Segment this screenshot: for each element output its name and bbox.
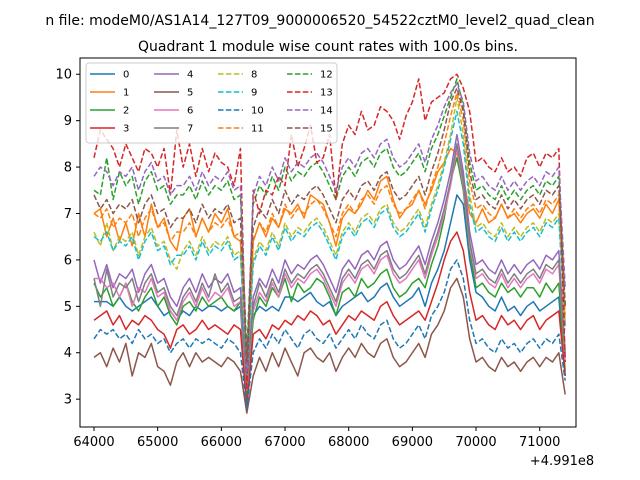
legend-label-9: 9 bbox=[251, 88, 257, 99]
chart-title: Quadrant 1 module wise count rates with … bbox=[138, 39, 518, 55]
y-tick-label: 9 bbox=[64, 114, 72, 129]
series-line-4 bbox=[93, 133, 566, 386]
x-tick-label: 69000 bbox=[392, 435, 433, 450]
x-tick-label: 64000 bbox=[73, 435, 114, 450]
x-tick-label: 65000 bbox=[137, 435, 178, 450]
legend-label-7: 7 bbox=[187, 124, 193, 135]
legend-label-11: 11 bbox=[251, 124, 264, 135]
y-axis: 3 4 5 6 7 8 9 10 bbox=[55, 68, 80, 408]
plot-frame bbox=[79, 57, 577, 428]
x-offset-label: +4.991e8 bbox=[530, 454, 594, 469]
legend-box bbox=[85, 62, 338, 144]
y-tick-label: 6 bbox=[64, 253, 72, 268]
y-tick-label: 5 bbox=[64, 300, 72, 315]
legend-label-2: 2 bbox=[123, 106, 129, 117]
series-layer bbox=[93, 73, 566, 414]
legend-label-15: 15 bbox=[320, 124, 333, 135]
series-line-15 bbox=[93, 87, 566, 363]
legend-label-10: 10 bbox=[251, 106, 264, 117]
series-line-14 bbox=[93, 82, 566, 373]
series-line-9 bbox=[93, 110, 566, 377]
series-line-8 bbox=[93, 96, 566, 373]
legend-label-5: 5 bbox=[187, 88, 193, 99]
series-line-6 bbox=[94, 147, 566, 391]
legend-label-3: 3 bbox=[123, 124, 129, 135]
legend-label-6: 6 bbox=[187, 106, 193, 117]
x-axis: 64000 65000 66000 67000 68000 69000 70000 71000 bbox=[73, 427, 560, 450]
y-tick-label: 10 bbox=[55, 68, 72, 83]
legend-label-14: 14 bbox=[320, 106, 333, 117]
series-line-3 bbox=[93, 231, 566, 410]
series-line-2 bbox=[93, 157, 566, 396]
legend-label-1: 1 bbox=[123, 88, 129, 99]
legend-label-4: 4 bbox=[187, 70, 193, 81]
legend-label-8: 8 bbox=[251, 70, 257, 81]
series-line-12 bbox=[93, 78, 566, 354]
series-line-11 bbox=[93, 92, 566, 363]
legend-label-13: 13 bbox=[320, 88, 333, 99]
legend-label-12: 12 bbox=[320, 70, 333, 81]
x-tick-label: 70000 bbox=[455, 435, 496, 450]
y-tick-label: 4 bbox=[64, 346, 72, 361]
series-line-10 bbox=[93, 259, 566, 410]
x-tick-label: 68000 bbox=[328, 435, 369, 450]
legend-label-0: 0 bbox=[123, 70, 129, 81]
y-tick-label: 3 bbox=[64, 393, 72, 408]
series-line-5 bbox=[93, 277, 566, 414]
y-tick-label: 8 bbox=[64, 161, 72, 176]
series-line-7 bbox=[93, 143, 566, 386]
x-tick-label: 66000 bbox=[201, 435, 242, 450]
x-tick-label: 71000 bbox=[519, 435, 560, 450]
figure-suptitle: n file: modeM0/AS1A14_127T09_9000006520_… bbox=[45, 13, 594, 29]
x-tick-label: 67000 bbox=[264, 435, 305, 450]
y-tick-label: 7 bbox=[64, 207, 72, 222]
